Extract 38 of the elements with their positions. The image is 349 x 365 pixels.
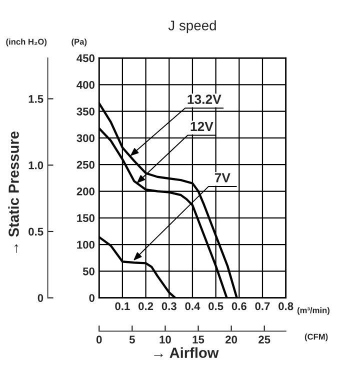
y2-tick-label: 1.0 <box>28 161 44 170</box>
y-tick-label: 300 <box>76 134 94 142</box>
x2-tick-label: 15 <box>192 336 204 344</box>
y-tick-label: 250 <box>76 160 94 169</box>
y2-tick-label: 0.5 <box>28 228 44 236</box>
x-tick-label: 0.4 <box>185 302 200 310</box>
y2-axis-title: (inch H₂O) <box>6 38 47 46</box>
x-tick-label: 0.8 <box>278 302 294 310</box>
x2-tick-label: 5 <box>129 336 135 344</box>
x2-tick-label: 20 <box>226 336 238 344</box>
x2-tick-label: 10 <box>160 336 171 344</box>
y-tick-label: 350 <box>76 108 94 116</box>
x-tick-label: 0.2 <box>138 302 154 310</box>
y-tick-label: 150 <box>77 214 94 222</box>
x-tick-label: 0.6 <box>232 302 246 310</box>
x-axis-title: (m³/min) <box>297 307 330 315</box>
text: → Static Pressure <box>8 132 19 253</box>
text: → Airflow <box>154 347 219 358</box>
x-tick-label: 0.5 <box>208 302 224 310</box>
chart-title: J speed <box>168 20 216 34</box>
annotation: 13.2V <box>188 94 222 104</box>
x2-tick-label: 25 <box>258 336 270 344</box>
annotation: 12V <box>190 122 214 132</box>
y-tick-label: 100 <box>77 240 94 249</box>
annotation: 7V <box>214 173 230 182</box>
y-tick-label: 200 <box>76 188 94 196</box>
x-tick-label: 0.7 <box>255 302 270 310</box>
y-tick-label: 400 <box>76 80 94 89</box>
y-tick-label: 450 <box>76 54 94 62</box>
y2-tick-label: 0 <box>38 294 44 302</box>
y-tick-label: 50 <box>82 267 94 276</box>
y-axis-title: (Pa) <box>72 38 87 46</box>
x2-tick-label: 0 <box>96 336 102 344</box>
x2-axis-title: (CFM) <box>304 334 328 342</box>
x-tick-label: 0.1 <box>115 302 130 310</box>
y2-tick-label: 1.5 <box>28 95 44 103</box>
x-tick-label: 0.3 <box>162 302 176 310</box>
y-tick-label: 0 <box>89 294 94 302</box>
